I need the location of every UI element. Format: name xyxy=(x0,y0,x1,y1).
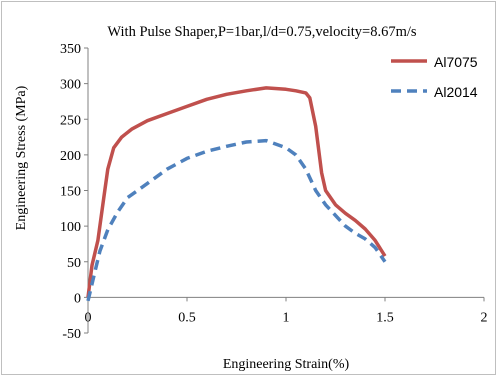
y-tick-label: 250 xyxy=(60,113,81,128)
y-tick-label: 300 xyxy=(60,78,81,93)
x-tick-label: 2 xyxy=(481,310,488,325)
y-tick-label: 150 xyxy=(60,185,81,200)
x-axis-label: Engineering Strain(%) xyxy=(223,357,350,372)
series-line-al2014 xyxy=(86,138,387,302)
y-axis-label: Engineering Stress (MPa) xyxy=(14,85,29,230)
legend-label: Al2014 xyxy=(434,84,478,100)
y-tick-label: 350 xyxy=(60,42,81,57)
x-tick-label: 1 xyxy=(283,310,290,325)
series-line-al7075 xyxy=(86,86,387,298)
y-tick-label: 50 xyxy=(67,256,81,271)
chart-title: With Pulse Shaper,P=1bar,l/d=0.75,veloci… xyxy=(107,24,416,40)
legend-label: Al7075 xyxy=(434,54,478,70)
x-tick-label: 0.5 xyxy=(178,310,196,325)
x-tick-label: 0 xyxy=(85,310,92,325)
series-layer xyxy=(86,86,387,302)
y-tick-label: 0 xyxy=(74,291,81,306)
y-tick-label: 100 xyxy=(60,220,81,235)
y-tick-label: 200 xyxy=(60,149,81,164)
y-tick-label: -50 xyxy=(62,327,81,342)
x-tick-label: 1.5 xyxy=(376,310,394,325)
legend: Al7075 Al2014 xyxy=(391,54,478,100)
